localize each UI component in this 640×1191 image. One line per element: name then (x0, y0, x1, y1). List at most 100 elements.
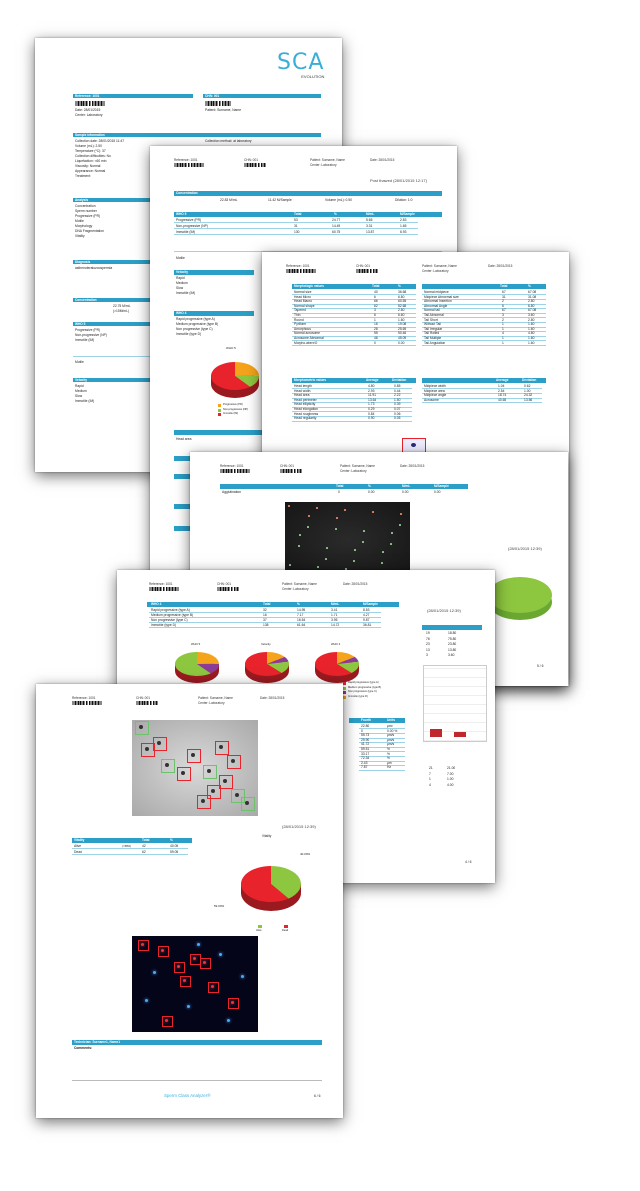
morph-label: Head Micro (294, 294, 311, 299)
detection-box (138, 940, 149, 951)
divider (73, 356, 183, 357)
who5-row: Progressive (PR) (75, 328, 101, 332)
fluorescent-cell (176, 964, 180, 968)
morph-value: 1 (502, 326, 504, 331)
header-chn: CHN: 001 (217, 582, 231, 586)
morpho-bar (292, 378, 416, 383)
who4-value: 4.27 (363, 613, 370, 617)
sperm-cell (219, 745, 223, 749)
morph-value: 0.00 (398, 340, 405, 345)
particle (362, 541, 364, 543)
morph-value: 4.80 (528, 331, 535, 336)
pie-chart-partial (488, 577, 552, 620)
morph-value: 1.60 (528, 326, 535, 331)
barcode (174, 163, 204, 167)
morpho-value: 0.62 (524, 384, 531, 388)
divider (72, 1080, 322, 1081)
sperm-cell (207, 769, 211, 773)
pie-slice (267, 656, 289, 664)
morph-value: 31.08 (528, 294, 537, 299)
table-header-bar (220, 484, 468, 489)
particle (353, 560, 355, 562)
morph-value: 3.60 (528, 313, 535, 317)
agglutination-value: 0.00 (434, 490, 441, 494)
sample-row: Volume (mL): 2.50 (75, 144, 102, 148)
vitality-label: Alive (74, 844, 82, 848)
row-divider (72, 848, 188, 849)
col-header: Total (500, 284, 508, 288)
morpho-value: 0.85 (394, 384, 401, 388)
particle (326, 547, 328, 549)
col-header: % (398, 284, 401, 288)
morpho-value: 2.22 (394, 393, 401, 398)
morph-value: 40 (374, 290, 378, 294)
morpho-value: 11.91 (368, 393, 377, 398)
particle (335, 528, 337, 530)
morph-label: Normal midpiece (424, 290, 449, 294)
morph-label: Normal acrosome (294, 331, 321, 336)
sperm-cell (231, 759, 235, 763)
pie-chart (245, 652, 289, 683)
sperm-cell (181, 771, 185, 775)
sca-logo: SCA EVOLUTION (277, 50, 325, 80)
vitality-label: Dead (74, 850, 82, 854)
row-divider (292, 308, 416, 309)
sample-row: Collection difficulties: No (75, 154, 111, 158)
who4-row: Non progressive (type C) (176, 327, 213, 331)
who5-pie-slice (211, 362, 250, 390)
who5-value: 31 (294, 224, 298, 228)
row-divider (422, 392, 542, 394)
capture-stamp: (28/01/2015 12:39) (427, 608, 461, 613)
particle (308, 515, 310, 517)
col-header: % (334, 212, 337, 216)
morph-label: Tail Rolled (424, 331, 440, 336)
conc-value: 22.83 M/mL (220, 198, 238, 202)
concentration-title: Concentration (75, 297, 97, 302)
who5-value: 5.65 (366, 218, 373, 222)
collection-method: Collection method: at laboratory (205, 139, 252, 143)
legend-label: Medium progressive (type B) (348, 685, 382, 689)
header-date: Date: 28/01/2015 (260, 696, 285, 700)
row-divider (292, 326, 416, 327)
header-patient: Patient: Surname, Name (340, 464, 375, 468)
morph-value: 45.09 (398, 336, 407, 340)
sample-row: Collection date: 28/01/2015 11:47 (75, 139, 125, 143)
side-header-bar (422, 625, 482, 630)
particle (307, 526, 309, 528)
morph-value: 1.60 (528, 340, 535, 345)
header-patient: Patient: Surname, Name (310, 158, 345, 162)
row-divider (422, 294, 546, 295)
vitality-reference: (>58%) (122, 844, 132, 848)
row-divider (292, 312, 416, 314)
kinematic-label: 7.87 (361, 765, 368, 770)
fluorescent-cell (196, 942, 200, 946)
header-chn: CHN: 001 (136, 696, 150, 700)
morph-value: 0 (374, 340, 376, 345)
who4-value: 9.87 (363, 618, 370, 622)
analysis-title: Analysis (75, 197, 89, 202)
legend-label: Non-progressive (NP) (223, 407, 249, 411)
detection-box (208, 982, 219, 993)
particle (363, 530, 365, 532)
who5-value: 1.65 (400, 224, 407, 228)
side-value: 1.00 (447, 777, 454, 781)
legend-swatch (218, 404, 221, 407)
fluorescent-cell (140, 942, 144, 946)
sperm-cell (145, 747, 149, 751)
pie-title: WHO 5 (226, 346, 236, 350)
velocity-row: Slow (176, 286, 184, 290)
sample-row: Treatment: (75, 174, 91, 178)
sample-row: Liquefaction: <60 min (75, 159, 107, 163)
who5-bar (174, 212, 442, 217)
morph-label: Thin (294, 313, 301, 317)
who4-value: 16.54 (297, 618, 306, 622)
who4-value: 37 (263, 618, 267, 622)
barcode (136, 701, 158, 705)
who5-value: 13.87 (366, 230, 375, 234)
morph-value: 6.60 (398, 313, 405, 317)
row-divider (422, 344, 546, 346)
morpho-title: Morphometric values (294, 378, 327, 382)
col-header: Total (294, 212, 302, 216)
capture-stamp: (28/01/2015 12:39) (282, 824, 316, 829)
pie-titles: WHO 5 Velocity WHO 4 (167, 642, 377, 648)
